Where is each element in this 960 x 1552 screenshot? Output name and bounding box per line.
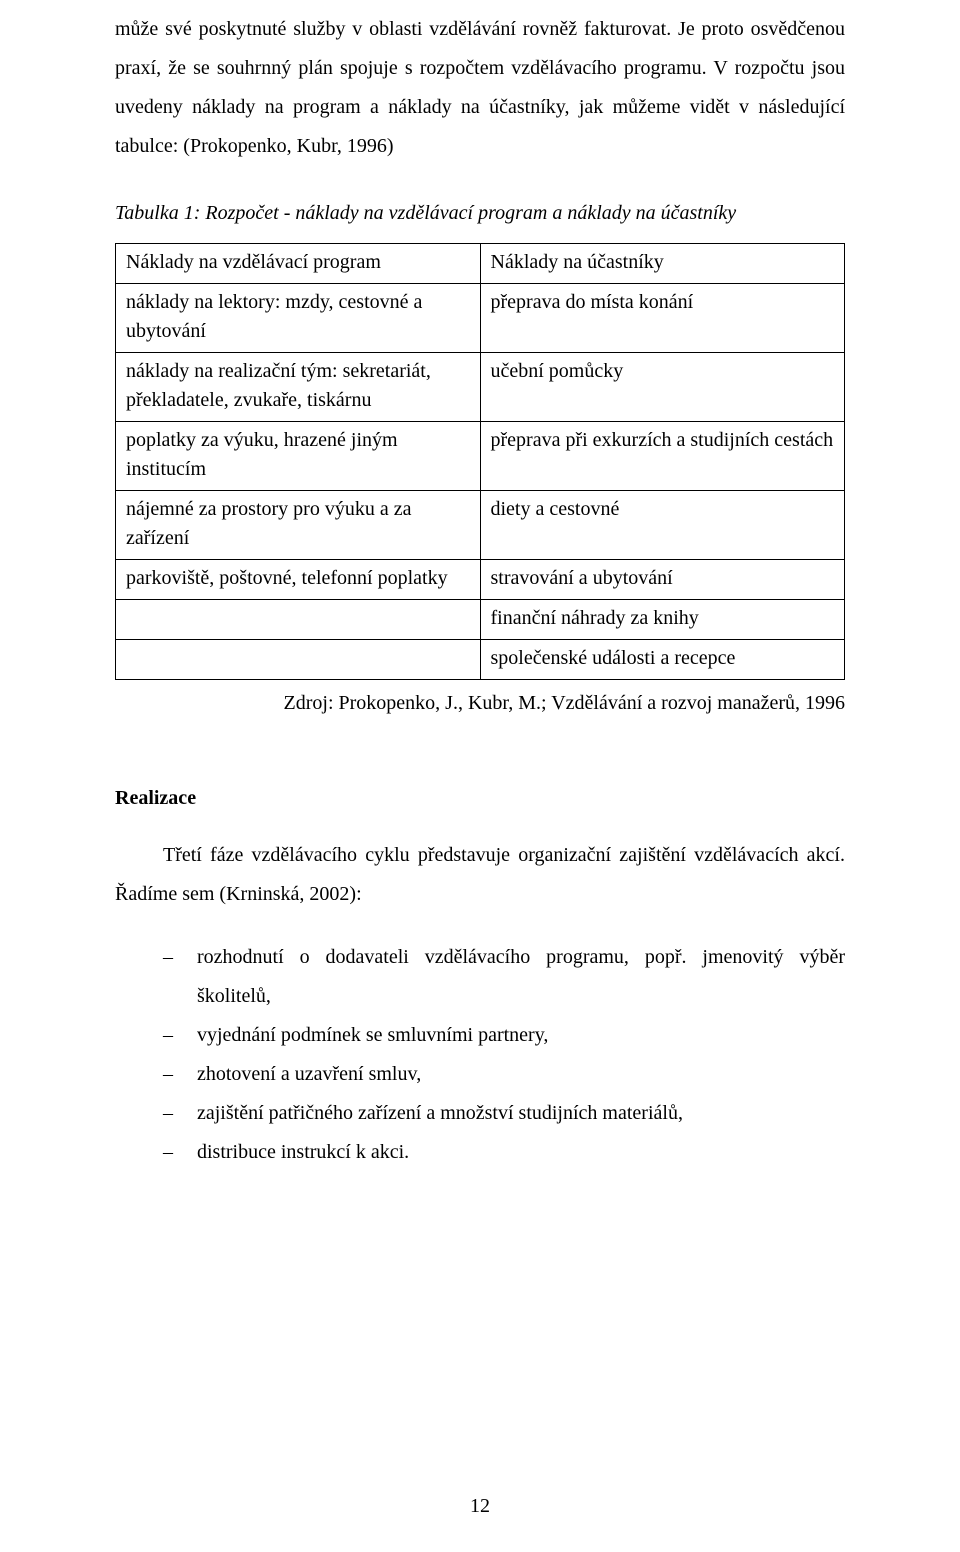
table-header-col1: Náklady na vzdělávací program xyxy=(116,244,481,284)
page: může své poskytnuté služby v oblasti vzd… xyxy=(0,0,960,1552)
table-cell: parkoviště, poštovné, telefonní poplatky xyxy=(116,560,481,600)
table-cell: přeprava do místa konání xyxy=(480,284,845,353)
table-cell: nájemné za prostory pro výuku a za zaříz… xyxy=(116,491,481,560)
table-cell: diety a cestovné xyxy=(480,491,845,560)
table-row: Náklady na vzdělávací program Náklady na… xyxy=(116,244,845,284)
table-row: společenské události a recepce xyxy=(116,640,845,680)
table-row: parkoviště, poštovné, telefonní poplatky… xyxy=(116,560,845,600)
list-item: rozhodnutí o dodavateli vzdělávacího pro… xyxy=(163,938,845,1016)
table-cell: náklady na realizační tým: sekretariát, … xyxy=(116,353,481,422)
page-number: 12 xyxy=(0,1487,960,1526)
table-row: finanční náhrady za knihy xyxy=(116,600,845,640)
intro-paragraph: může své poskytnuté služby v oblasti vzd… xyxy=(115,10,845,166)
table-source: Zdroj: Prokopenko, J., Kubr, M.; Vzděláv… xyxy=(115,684,845,723)
table-cell: společenské události a recepce xyxy=(480,640,845,680)
table-cell: poplatky za výuku, hrazené jiným institu… xyxy=(116,422,481,491)
section-heading: Realizace xyxy=(115,779,845,818)
table-cell: stravování a ubytování xyxy=(480,560,845,600)
section-intro: Třetí fáze vzdělávacího cyklu představuj… xyxy=(115,836,845,914)
list-item: distribuce instrukcí k akci. xyxy=(163,1133,845,1172)
list-item: zajištění patřičného zařízení a množství… xyxy=(163,1094,845,1133)
table-cell: náklady na lektory: mzdy, cestovné a uby… xyxy=(116,284,481,353)
table-header-col2: Náklady na účastníky xyxy=(480,244,845,284)
list-item: zhotovení a uzavření smluv, xyxy=(163,1055,845,1094)
bullet-list: rozhodnutí o dodavateli vzdělávacího pro… xyxy=(115,938,845,1172)
table-row: nájemné za prostory pro výuku a za zaříz… xyxy=(116,491,845,560)
table-cell: přeprava při exkurzích a studijních cest… xyxy=(480,422,845,491)
table-cell: učební pomůcky xyxy=(480,353,845,422)
table-row: poplatky za výuku, hrazené jiným institu… xyxy=(116,422,845,491)
table-cell: finanční náhrady za knihy xyxy=(480,600,845,640)
table-row: náklady na realizační tým: sekretariát, … xyxy=(116,353,845,422)
table-caption: Tabulka 1: Rozpočet - náklady na vzděláv… xyxy=(115,194,845,233)
table-row: náklady na lektory: mzdy, cestovné a uby… xyxy=(116,284,845,353)
table-cell xyxy=(116,640,481,680)
budget-table: Náklady na vzdělávací program Náklady na… xyxy=(115,243,845,680)
table-cell xyxy=(116,600,481,640)
list-item: vyjednání podmínek se smluvními partnery… xyxy=(163,1016,845,1055)
